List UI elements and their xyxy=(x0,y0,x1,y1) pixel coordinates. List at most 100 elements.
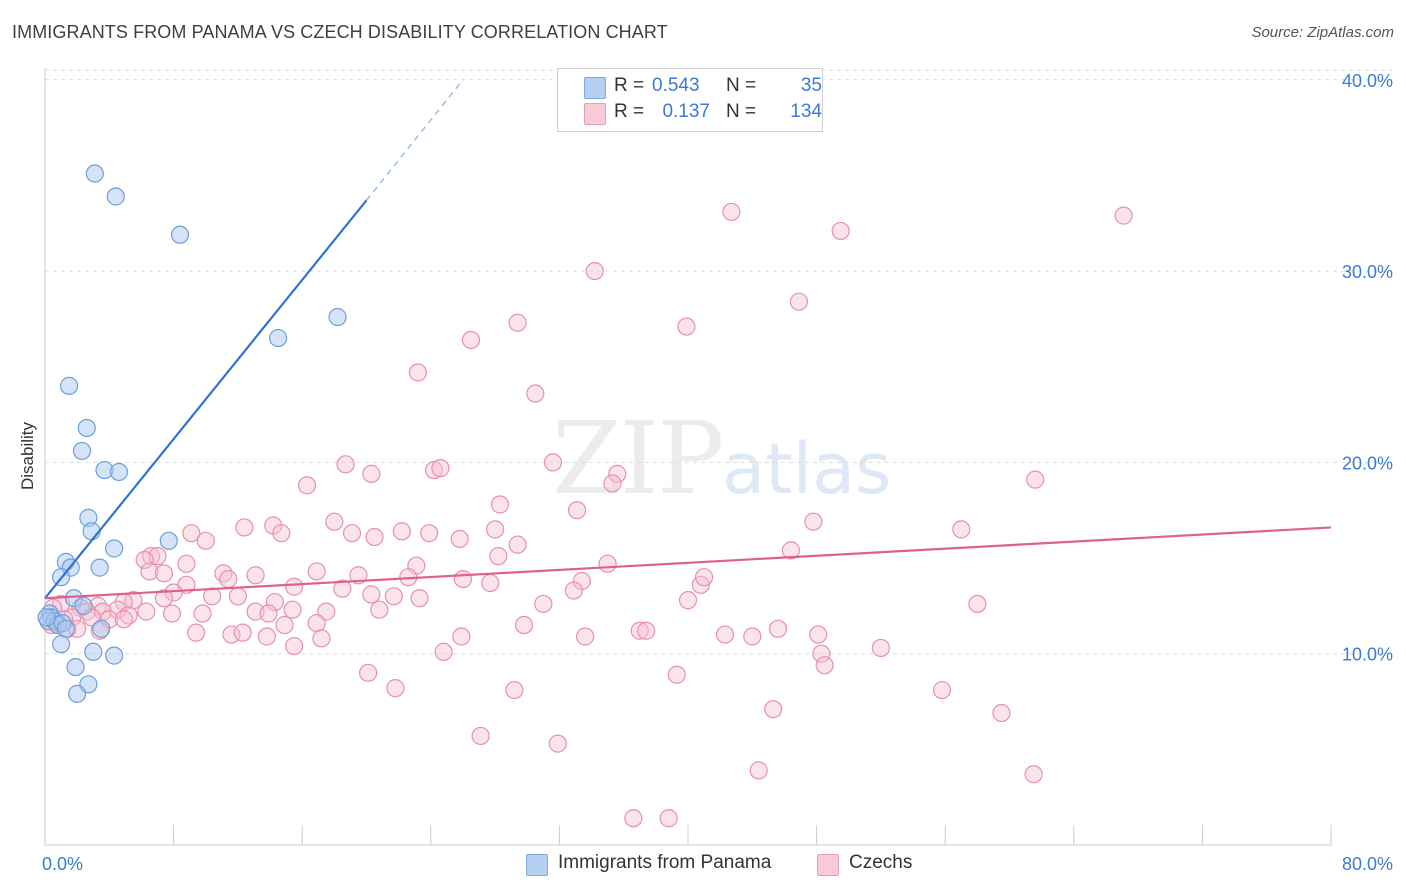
czech-point xyxy=(1026,470,1045,489)
czech-point xyxy=(450,529,469,549)
czech-point xyxy=(424,460,444,480)
czech-point xyxy=(722,202,741,221)
czech-point xyxy=(342,524,362,543)
legend-r-label: R = xyxy=(614,75,645,96)
czech-point xyxy=(362,464,381,483)
czech-point xyxy=(362,585,381,604)
czech-point xyxy=(214,564,233,583)
czech-point xyxy=(370,600,389,619)
czech-point xyxy=(114,610,133,629)
panama-point xyxy=(60,376,79,395)
legend-swatch-panama xyxy=(584,77,606,99)
panama-point xyxy=(85,164,104,183)
panama-point xyxy=(66,657,85,677)
czech-point xyxy=(431,459,450,478)
czech-point xyxy=(677,317,696,336)
czech-point xyxy=(505,680,524,700)
czech-point xyxy=(325,512,344,531)
czech-point xyxy=(548,734,567,753)
czech-point xyxy=(235,518,254,537)
czech-point xyxy=(275,615,294,635)
czech-point xyxy=(871,638,891,658)
panama-point xyxy=(77,418,96,438)
czech-point xyxy=(789,292,809,311)
czech-point xyxy=(333,579,352,598)
czech-point xyxy=(265,592,284,612)
czech-point xyxy=(603,474,622,493)
panama-point xyxy=(328,307,347,327)
czech-point xyxy=(135,550,154,570)
czech-point xyxy=(481,573,500,593)
legend-n-value: 35 xyxy=(800,75,822,96)
czech-point xyxy=(992,703,1011,723)
czech-point xyxy=(297,476,317,495)
czech-point xyxy=(359,663,378,682)
czech-point xyxy=(1024,765,1043,784)
czech-point xyxy=(659,809,678,828)
watermark: ZIPatlas xyxy=(552,400,891,517)
legend-n-label: N = xyxy=(726,101,757,122)
czech-point xyxy=(233,623,252,642)
czech-point xyxy=(543,453,563,472)
czech-trend-line xyxy=(44,526,1332,600)
czech-point xyxy=(182,524,201,543)
czech-point xyxy=(637,621,656,640)
czech-point xyxy=(781,541,800,560)
czech-point xyxy=(630,621,649,640)
czech-point xyxy=(219,569,238,589)
czech-point xyxy=(177,554,196,573)
czech-point xyxy=(831,221,850,241)
czech-point xyxy=(804,512,823,531)
czech-point xyxy=(272,524,291,543)
panama-point xyxy=(51,635,71,654)
czech-point xyxy=(203,587,222,606)
czech-point xyxy=(471,726,490,746)
czech-point xyxy=(257,627,276,646)
panama-point xyxy=(56,619,75,638)
czech-point xyxy=(283,600,302,619)
panama-point xyxy=(109,462,129,482)
czech-point xyxy=(1114,206,1133,225)
czech-point xyxy=(508,535,527,554)
czech-point xyxy=(365,527,384,547)
czech-point xyxy=(764,700,783,719)
czech-point xyxy=(809,625,828,644)
czech-point xyxy=(952,520,971,539)
panama-point xyxy=(37,608,56,627)
czech-point xyxy=(140,562,159,581)
czech-point xyxy=(608,464,627,483)
y-tick-label: 40.0% xyxy=(1342,71,1393,91)
czech-point xyxy=(154,564,174,583)
czech-point xyxy=(624,809,643,828)
czech-point xyxy=(154,589,174,608)
czech-point xyxy=(336,455,355,474)
panama-trend-line xyxy=(44,199,368,599)
czech-point xyxy=(815,656,834,675)
czech-point xyxy=(285,577,304,596)
legend-n-label: N = xyxy=(726,75,757,96)
czech-point xyxy=(812,644,831,663)
czech-point xyxy=(534,594,553,614)
chart-title: IMMIGRANTS FROM PANAMA VS CZECH DISABILI… xyxy=(12,22,668,42)
panama-point xyxy=(68,684,87,703)
bottom-legend-label-czech: Czechs xyxy=(849,852,913,873)
legend-r-value: 0.543 xyxy=(652,75,700,96)
czech-point xyxy=(585,262,604,281)
czech-point xyxy=(312,629,331,648)
czech-point xyxy=(489,547,508,566)
bottom-legend-label-panama: Immigrants from Panama xyxy=(558,852,772,873)
czech-point xyxy=(564,581,583,600)
panama-point xyxy=(90,558,109,577)
czech-point xyxy=(598,554,617,573)
czech-point xyxy=(461,330,481,350)
czech-point xyxy=(246,566,265,585)
czech-point xyxy=(392,522,411,541)
legend-swatch-czech xyxy=(584,103,606,125)
x-tick-label: 80.0% xyxy=(1342,854,1393,874)
panama-trend-extension xyxy=(365,79,464,201)
czech-point xyxy=(386,679,405,698)
panama-point xyxy=(72,441,92,461)
czech-point xyxy=(285,636,304,656)
czech-point xyxy=(678,591,698,610)
